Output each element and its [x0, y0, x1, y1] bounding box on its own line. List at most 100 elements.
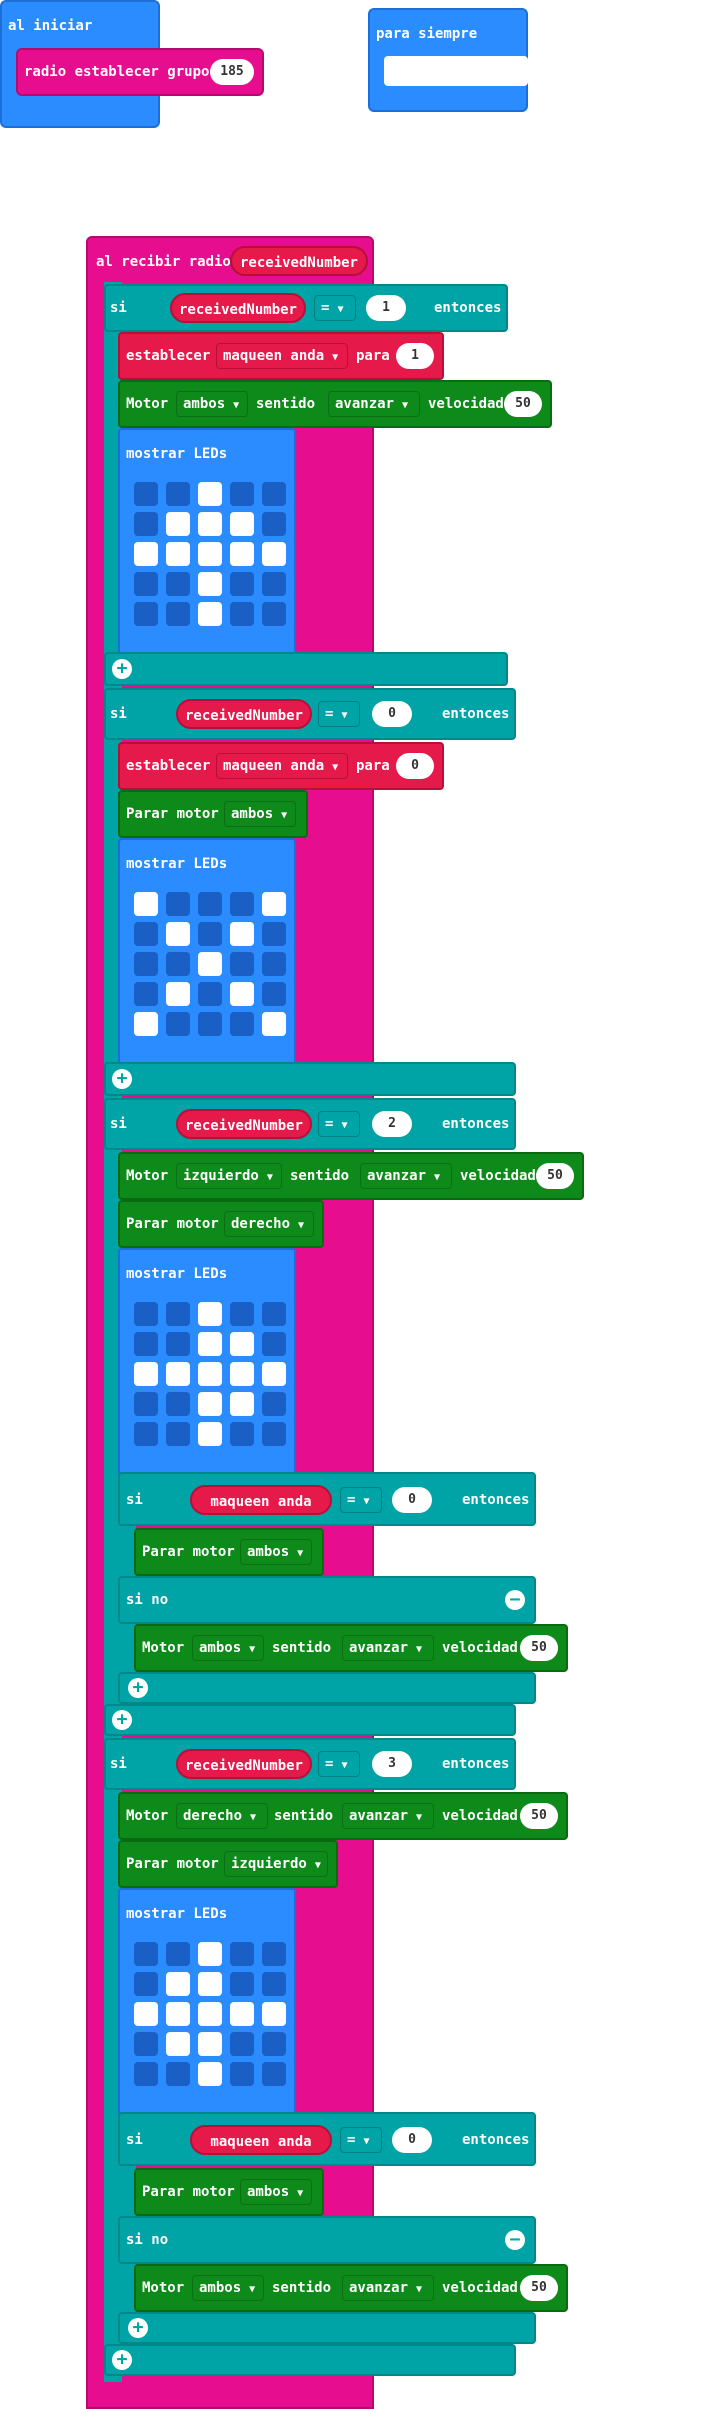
- led-cell[interactable]: [166, 1942, 190, 1966]
- radio-group-value[interactable]: 185: [210, 59, 254, 85]
- led-cell[interactable]: [198, 482, 222, 506]
- led-cell[interactable]: [166, 542, 190, 566]
- led-cell[interactable]: [134, 922, 158, 946]
- led-cell[interactable]: [230, 2002, 254, 2026]
- stop-which-dropdown[interactable]: derecho ▼: [224, 1211, 314, 1237]
- led-cell[interactable]: [230, 1302, 254, 1326]
- stop-which-dropdown[interactable]: ambos ▼: [224, 801, 296, 827]
- led-cell[interactable]: [230, 892, 254, 916]
- motor-block-4[interactable]: Motor derecho ▼ sentido avanzar ▼ velocida…: [118, 1792, 568, 1840]
- led-cell[interactable]: [198, 1942, 222, 1966]
- direction-dropdown[interactable]: avanzar ▼: [342, 1635, 434, 1661]
- led-cell[interactable]: [166, 2032, 190, 2056]
- led-cell[interactable]: [134, 1012, 158, 1036]
- led-cell[interactable]: [134, 2002, 158, 2026]
- led-cell[interactable]: [166, 982, 190, 1006]
- led-cell[interactable]: [230, 482, 254, 506]
- set-variable-block-1[interactable]: establecer maqueen anda ▼ para 1: [118, 332, 444, 380]
- led-cell[interactable]: [230, 572, 254, 596]
- stop-motor-block-3[interactable]: Parar motor derecho ▼: [118, 1200, 324, 1248]
- speed-value[interactable]: 50: [520, 1803, 558, 1829]
- led-cell[interactable]: [166, 512, 190, 536]
- led-cell[interactable]: [230, 602, 254, 626]
- radio-set-group-block[interactable]: radio establecer grupo 185: [16, 48, 264, 96]
- led-cell[interactable]: [262, 2062, 286, 2086]
- led-cell[interactable]: [198, 952, 222, 976]
- led-cell[interactable]: [134, 1302, 158, 1326]
- motor-which-dropdown[interactable]: izquierdo ▼: [176, 1163, 282, 1189]
- show-leds-block-3[interactable]: mostrar LEDs: [118, 1248, 296, 1476]
- plus-circle-icon[interactable]: +: [112, 1069, 132, 1089]
- inner-if-4-variable[interactable]: maqueen anda: [190, 2125, 332, 2155]
- led-cell[interactable]: [134, 482, 158, 506]
- led-cell[interactable]: [198, 1422, 222, 1446]
- led-cell[interactable]: [262, 1422, 286, 1446]
- if-1-value[interactable]: 1: [366, 295, 406, 321]
- led-cell[interactable]: [262, 1362, 286, 1386]
- led-cell[interactable]: [262, 572, 286, 596]
- led-cell[interactable]: [230, 1012, 254, 1036]
- led-cell[interactable]: [134, 1942, 158, 1966]
- motor-which-dropdown[interactable]: ambos ▼: [176, 391, 248, 417]
- led-cell[interactable]: [262, 1972, 286, 1996]
- plus-circle-icon[interactable]: +: [128, 2318, 148, 2338]
- led-cell[interactable]: [262, 1392, 286, 1416]
- led-cell[interactable]: [166, 892, 190, 916]
- stop-motor-block-2[interactable]: Parar motor ambos ▼: [118, 790, 308, 838]
- led-cell[interactable]: [198, 892, 222, 916]
- set-var-dropdown[interactable]: maqueen anda ▼: [216, 753, 348, 779]
- led-cell[interactable]: [134, 2032, 158, 2056]
- led-cell[interactable]: [230, 1392, 254, 1416]
- if-2-value[interactable]: 0: [372, 701, 412, 727]
- set-value[interactable]: 0: [396, 753, 434, 779]
- speed-value[interactable]: 50: [520, 2275, 558, 2301]
- led-cell[interactable]: [166, 1302, 190, 1326]
- led-cell[interactable]: [198, 1362, 222, 1386]
- led-cell[interactable]: [198, 1332, 222, 1356]
- led-cell[interactable]: [134, 982, 158, 1006]
- led-cell[interactable]: [166, 572, 190, 596]
- led-cell[interactable]: [198, 1972, 222, 1996]
- inner-if-3-operator[interactable]: = ▼: [340, 1487, 382, 1513]
- inner-motor-block-3[interactable]: Motor ambos ▼ sentido avanzar ▼ velocidad …: [134, 1624, 568, 1672]
- plus-circle-icon[interactable]: +: [128, 1678, 148, 1698]
- if-3-value[interactable]: 2: [372, 1111, 412, 1137]
- if-3-operator[interactable]: = ▼: [318, 1111, 360, 1137]
- led-cell[interactable]: [134, 602, 158, 626]
- led-cell[interactable]: [134, 892, 158, 916]
- if-4-variable[interactable]: receivedNumber: [176, 1749, 312, 1779]
- inner-if-3-value[interactable]: 0: [392, 1487, 432, 1513]
- led-cell[interactable]: [262, 542, 286, 566]
- led-cell[interactable]: [198, 922, 222, 946]
- led-cell[interactable]: [262, 952, 286, 976]
- led-cell[interactable]: [230, 1422, 254, 1446]
- led-cell[interactable]: [230, 952, 254, 976]
- led-cell[interactable]: [198, 2032, 222, 2056]
- led-cell[interactable]: [166, 1422, 190, 1446]
- led-cell[interactable]: [230, 2062, 254, 2086]
- led-cell[interactable]: [166, 1392, 190, 1416]
- led-cell[interactable]: [230, 2032, 254, 2056]
- motor-which-dropdown[interactable]: ambos ▼: [192, 1635, 264, 1661]
- led-cell[interactable]: [230, 1362, 254, 1386]
- forever-block[interactable]: para siempre: [368, 8, 528, 112]
- led-cell[interactable]: [198, 1012, 222, 1036]
- if-4-operator[interactable]: = ▼: [318, 1751, 360, 1777]
- led-cell[interactable]: [134, 952, 158, 976]
- led-cell[interactable]: [166, 952, 190, 976]
- stop-motor-block-4[interactable]: Parar motor izquierdo ▼: [118, 1840, 338, 1888]
- set-var-dropdown[interactable]: maqueen anda ▼: [216, 343, 348, 369]
- led-cell[interactable]: [166, 602, 190, 626]
- motor-which-dropdown[interactable]: derecho ▼: [176, 1803, 268, 1829]
- led-grid[interactable]: [134, 1942, 294, 2102]
- plus-circle-icon[interactable]: +: [112, 2350, 132, 2370]
- led-cell[interactable]: [134, 1972, 158, 1996]
- set-variable-block-2[interactable]: establecer maqueen anda ▼ para 0: [118, 742, 444, 790]
- led-cell[interactable]: [230, 542, 254, 566]
- motor-which-dropdown[interactable]: ambos ▼: [192, 2275, 264, 2301]
- set-value[interactable]: 1: [396, 343, 434, 369]
- direction-dropdown[interactable]: avanzar ▼: [328, 391, 420, 417]
- led-cell[interactable]: [262, 2002, 286, 2026]
- led-cell[interactable]: [230, 1942, 254, 1966]
- minus-circle-icon[interactable]: −: [505, 1590, 525, 1610]
